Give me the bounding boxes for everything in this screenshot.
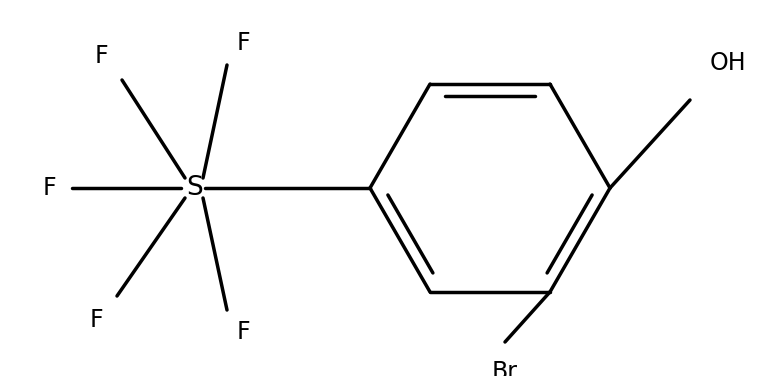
Text: S: S [186, 175, 203, 201]
Text: F: F [42, 176, 56, 200]
Text: F: F [89, 308, 103, 332]
Text: F: F [95, 44, 108, 68]
Text: F: F [237, 31, 251, 55]
Text: Br: Br [492, 360, 518, 376]
Text: OH: OH [710, 51, 746, 75]
Text: F: F [237, 320, 251, 344]
